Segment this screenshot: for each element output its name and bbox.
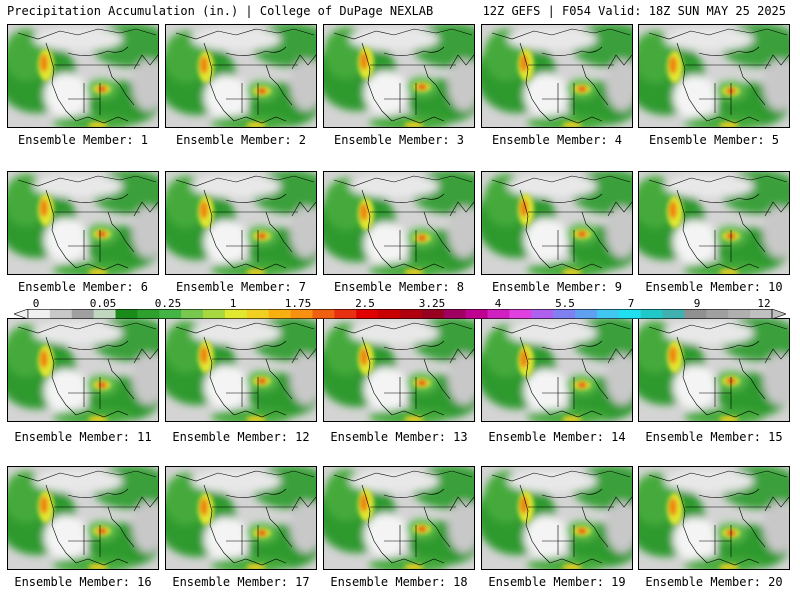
ensemble-member-map-11	[7, 318, 159, 422]
ensemble-member-label-20: Ensemble Member: 20	[645, 575, 783, 589]
ensemble-member-map-15	[638, 318, 790, 422]
colorbar-bin	[224, 309, 248, 319]
ensemble-member-label-6: Ensemble Member: 6	[17, 280, 149, 294]
colorbar-bin	[421, 309, 445, 319]
precipitation-colorbar	[14, 309, 786, 319]
colorbar-tick-label: 1.75	[284, 297, 312, 310]
ensemble-member-label-2: Ensemble Member: 2	[175, 133, 307, 147]
ensemble-member-map-6	[7, 171, 159, 275]
colorbar-tick-label: 0	[32, 297, 40, 310]
colorbar-bin	[596, 309, 620, 319]
ensemble-member-label-14: Ensemble Member: 14	[488, 430, 626, 444]
colorbar-bin	[203, 309, 226, 319]
ensemble-member-map-19	[481, 466, 633, 570]
colorbar-bin	[378, 309, 401, 319]
ensemble-member-label-1: Ensemble Member: 1	[17, 133, 149, 147]
ensemble-member-label-15: Ensemble Member: 15	[645, 430, 783, 444]
colorbar-tick-label: 4	[494, 297, 502, 310]
colorbar-bin	[465, 309, 489, 319]
colorbar-bin	[728, 309, 751, 319]
colorbar-bin	[115, 309, 138, 319]
colorbar-tick-label: 0.25	[154, 297, 182, 310]
colorbar-bin	[706, 309, 729, 319]
ensemble-member-label-13: Ensemble Member: 13	[330, 430, 468, 444]
ensemble-member-map-20	[638, 466, 790, 570]
ensemble-member-map-17	[165, 466, 317, 570]
colorbar-tick-labels: 0 0.05 0.25 1 1.75 2.5 3.25 4 5.5 7 9 12	[0, 297, 800, 311]
colorbar-bin	[71, 309, 95, 319]
chart-title: Precipitation Accumulation (in.) | Colle…	[7, 4, 434, 18]
ensemble-member-label-7: Ensemble Member: 7	[175, 280, 307, 294]
colorbar-bin	[181, 309, 204, 319]
ensemble-member-map-2	[165, 24, 317, 128]
ensemble-member-label-4: Ensemble Member: 4	[491, 133, 623, 147]
colorbar-bin	[49, 309, 73, 319]
ensemble-member-label-17: Ensemble Member: 17	[172, 575, 310, 589]
ensemble-member-label-19: Ensemble Member: 19	[488, 575, 626, 589]
ensemble-member-map-13	[323, 318, 475, 422]
model-run-info: 12Z GEFS | F054 Valid: 18Z SUN MAY 25 20…	[482, 4, 786, 18]
colorbar-tick-label: 9	[693, 297, 701, 310]
colorbar-bin	[443, 309, 467, 319]
colorbar-bin	[531, 309, 554, 319]
colorbar-max-arrow	[771, 309, 786, 319]
colorbar-bin	[618, 309, 642, 319]
colorbar-bin	[509, 309, 532, 319]
colorbar-bin	[159, 309, 182, 319]
colorbar-min-arrow	[14, 309, 29, 319]
ensemble-member-map-3	[323, 24, 475, 128]
ensemble-member-label-12: Ensemble Member: 12	[172, 430, 310, 444]
ensemble-member-label-3: Ensemble Member: 3	[333, 133, 465, 147]
colorbar-bin	[750, 309, 773, 319]
ensemble-member-map-10	[638, 171, 790, 275]
ensemble-member-map-7	[165, 171, 317, 275]
colorbar-bin	[334, 309, 357, 319]
ensemble-member-label-8: Ensemble Member: 8	[333, 280, 465, 294]
colorbar-bin	[93, 309, 117, 319]
colorbar-bin	[640, 309, 664, 319]
ensemble-member-map-4	[481, 24, 633, 128]
ensemble-member-label-11: Ensemble Member: 11	[14, 430, 152, 444]
colorbar-bin	[137, 309, 160, 319]
colorbar-bin	[268, 309, 292, 319]
colorbar-bin	[290, 309, 313, 319]
colorbar-bin	[356, 309, 379, 319]
ensemble-member-map-9	[481, 171, 633, 275]
colorbar-tick-label: 5.5	[555, 297, 575, 310]
ensemble-member-map-12	[165, 318, 317, 422]
colorbar-tick-label: 3.25	[418, 297, 446, 310]
colorbar-tick-label: 7	[627, 297, 635, 310]
colorbar-bin	[487, 309, 510, 319]
ensemble-member-map-18	[323, 466, 475, 570]
colorbar-bin	[246, 309, 270, 319]
colorbar-bin	[684, 309, 707, 319]
colorbar-bin	[400, 309, 423, 319]
ensemble-member-label-16: Ensemble Member: 16	[14, 575, 152, 589]
colorbar-bin	[553, 309, 576, 319]
colorbar-tick-label: 0.05	[89, 297, 117, 310]
ensemble-member-label-9: Ensemble Member: 9	[491, 280, 623, 294]
ensemble-member-map-14	[481, 318, 633, 422]
ensemble-member-map-5	[638, 24, 790, 128]
colorbar-tick-label: 12	[757, 297, 771, 310]
colorbar-tick-label: 2.5	[355, 297, 375, 310]
colorbar-tick-label: 1	[229, 297, 237, 310]
colorbar-bin	[28, 309, 51, 319]
ensemble-member-map-1	[7, 24, 159, 128]
ensemble-member-label-5: Ensemble Member: 5	[648, 133, 780, 147]
ensemble-member-map-8	[323, 171, 475, 275]
colorbar-bin	[575, 309, 598, 319]
ensemble-member-label-18: Ensemble Member: 18	[330, 575, 468, 589]
ensemble-member-label-10: Ensemble Member: 10	[645, 280, 783, 294]
ensemble-member-map-16	[7, 466, 159, 570]
colorbar-bin	[662, 309, 685, 319]
colorbar-bin	[312, 309, 335, 319]
